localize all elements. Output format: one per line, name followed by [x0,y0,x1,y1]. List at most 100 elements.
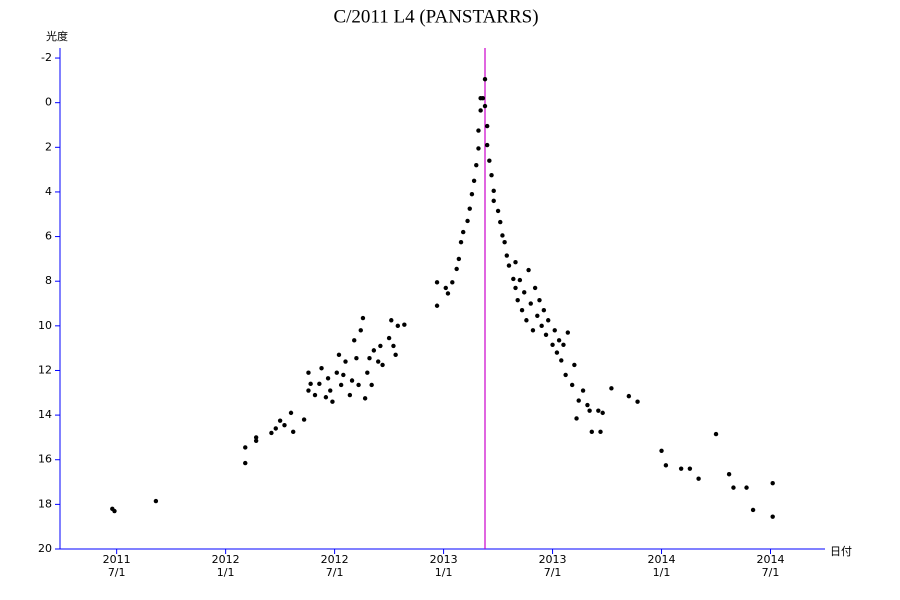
data-point [269,430,274,436]
data-point [356,382,361,388]
data-point [469,191,475,197]
chart-title: C/2011 L4 (PANSTARRS) [333,6,538,27]
data-point [554,350,560,355]
data-point [476,128,481,133]
data-point [569,382,575,388]
y-tick-label: 2 [45,140,52,153]
data-point [378,343,383,349]
data-point [312,392,318,398]
data-point [365,370,370,375]
data-point [360,315,366,321]
data-point [478,108,483,113]
data-point [465,218,470,224]
y-tick-label: 4 [45,185,52,198]
data-point [393,352,398,358]
data-point [112,508,117,514]
data-point [450,280,455,285]
data-point [484,123,490,129]
y-tick-label: 18 [38,497,52,510]
data-point [500,233,505,238]
data-point [770,480,775,486]
data-point [511,276,516,282]
data-point [330,399,335,404]
data-point [770,514,775,519]
data-point [517,277,523,283]
data-point [609,386,614,391]
data-point [574,416,579,421]
y-tick-label: 6 [45,230,52,243]
data-point [343,359,348,364]
data-point [458,239,464,245]
data-point [328,388,333,393]
data-point [572,362,577,368]
data-point [532,285,538,291]
data-point [291,429,296,435]
data-point [371,348,377,353]
data-point [589,429,594,435]
data-point [659,448,664,454]
y-tick-label: 8 [45,274,52,287]
data-point [395,323,401,329]
data-point [282,422,287,428]
data-point [153,498,159,504]
data-point [513,260,518,265]
data-point [539,323,544,329]
data-point [635,399,640,404]
data-point [543,332,549,337]
x-tick-sublabel: 7/1 [762,566,780,579]
data-point [352,338,357,343]
data-point [596,408,601,413]
data-point [726,472,732,477]
y-axis-label: 光度 [46,29,68,43]
data-point [358,328,363,333]
data-point [354,355,359,361]
data-point [559,358,564,363]
data-point [341,372,346,378]
data-point [522,290,527,295]
data-point [301,417,307,422]
y-tick-label: -2 [41,51,52,64]
data-point [713,431,719,437]
data-point [678,466,684,471]
data-point [445,291,451,296]
data-point [474,162,479,168]
data-point [487,158,492,163]
data-point [484,142,490,148]
data-point [663,463,669,468]
data-point [243,460,248,466]
data-point [336,352,342,358]
x-tick-sublabel: 1/1 [435,566,453,579]
x-tick-sublabel: 1/1 [653,566,671,579]
data-point [380,362,385,368]
data-point [402,322,407,327]
data-point [744,485,749,490]
data-point [482,77,488,82]
data-point [347,392,353,398]
data-point [731,485,736,490]
data-point [576,398,581,403]
data-point [528,301,533,306]
data-point [391,343,396,349]
data-point [519,308,525,313]
data-point [325,376,331,381]
data-point [467,206,472,211]
x-tick-label: 2014 [648,553,676,566]
data-point [386,335,392,341]
data-point [482,103,488,109]
data-point [277,418,283,423]
data-point [526,267,531,273]
y-tick-label: 10 [38,319,52,332]
data-point [362,396,368,401]
data-point [552,328,557,333]
data-point [750,507,756,513]
data-point [443,285,448,291]
x-tick-label: 2012 [321,553,349,566]
y-tick-label: 14 [38,408,52,421]
data-point [563,372,568,378]
x-tick-label: 2013 [539,553,567,566]
x-tick-label: 2014 [757,553,785,566]
data-point [524,318,529,323]
y-tick-label: 0 [45,96,52,109]
data-point [319,366,324,371]
x-tick-sublabel: 7/1 [544,566,562,579]
